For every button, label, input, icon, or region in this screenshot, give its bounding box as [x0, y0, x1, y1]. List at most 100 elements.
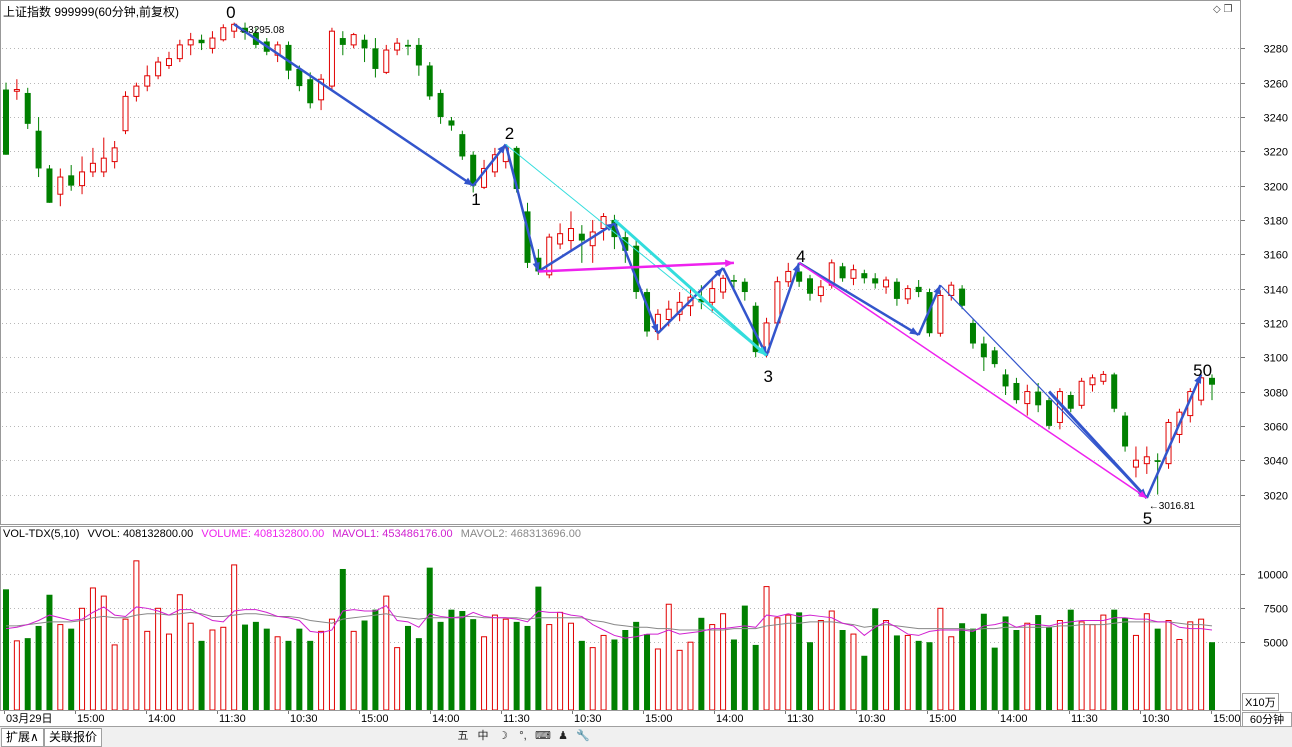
wave-line: [504, 144, 540, 272]
time-tick-label: 03月29日: [6, 713, 52, 725]
volume-bar: [839, 630, 846, 710]
user-icon[interactable]: ♟: [558, 730, 568, 742]
volume-bar: [1165, 620, 1172, 711]
keyboard-icon[interactable]: ⌨: [535, 730, 551, 742]
wave-line: [721, 267, 768, 357]
candle-body: [1078, 380, 1085, 406]
volume-series: [3, 560, 1215, 711]
window-controls[interactable]: ◇ ❐: [1213, 4, 1232, 15]
candle-body: [785, 270, 792, 283]
degree-icon[interactable]: °,: [519, 730, 527, 742]
volume-bar: [904, 634, 911, 711]
volume-bar: [1132, 634, 1139, 711]
volume-bar: [589, 647, 596, 711]
candle-body: [850, 269, 857, 279]
candle-body: [893, 281, 900, 299]
volume-bar: [252, 621, 259, 710]
price-tick-label: 3240: [1264, 113, 1288, 125]
volume-bar: [155, 607, 162, 711]
wave-arrowhead: [497, 144, 506, 154]
wave-arrowhead: [605, 223, 615, 232]
candle-body: [187, 39, 194, 46]
time-tick-label: 15:00: [1213, 713, 1241, 725]
volume-bar: [437, 621, 444, 710]
candle-body: [578, 233, 585, 241]
wave-arrowhead: [714, 268, 724, 277]
volume-bar: [524, 625, 531, 710]
candle-body: [1154, 460, 1161, 462]
candle-body: [1035, 391, 1042, 406]
volume-bar: [1100, 614, 1107, 711]
candle-body: [470, 154, 477, 186]
candle-body: [980, 343, 987, 358]
volume-bar: [578, 640, 585, 710]
volume-bar: [861, 655, 868, 710]
volume-bar: [785, 614, 792, 711]
candle-body: [339, 38, 346, 45]
restore-icon[interactable]: ❐: [1223, 4, 1233, 15]
volume-bar: [3, 589, 9, 710]
candle-body: [1046, 400, 1053, 426]
volume-bar: [850, 633, 857, 711]
candle-body: [57, 176, 64, 195]
volume-bar: [491, 614, 498, 711]
candle-body: [394, 42, 401, 51]
candle-body: [437, 92, 444, 117]
candle-body: [285, 44, 292, 71]
volume-bar: [46, 594, 53, 710]
toolbar-icon-middle[interactable]: 中: [477, 730, 489, 742]
candle-body: [1198, 377, 1205, 401]
volume-bar: [600, 634, 607, 711]
volume-bar: [567, 622, 574, 711]
candle-body: [644, 292, 651, 332]
wrench-icon[interactable]: 🔧: [576, 730, 590, 742]
volume-bar: [752, 644, 759, 710]
volume-bar: [405, 625, 411, 710]
volume-bar: [176, 594, 183, 711]
related-quotes-tab[interactable]: 关联报价: [44, 728, 103, 747]
volume-bar: [448, 609, 455, 710]
candle-body: [741, 281, 748, 293]
price-tick-label: 3100: [1264, 353, 1288, 365]
wave-line: [1047, 390, 1148, 499]
time-tick-label: 15:00: [77, 713, 105, 725]
wave-arrowhead: [933, 285, 941, 295]
price-tick-label: 3280: [1264, 44, 1288, 56]
wave-arrowhead: [532, 262, 540, 272]
volume-bar: [383, 595, 390, 711]
volume-bar: [1035, 615, 1042, 710]
volume-bar: [948, 636, 955, 711]
candle-body: [176, 44, 183, 60]
wave-label: 0: [226, 3, 235, 22]
candle-body: [991, 350, 998, 365]
time-tick-label: 14:00: [148, 713, 176, 725]
volume-bar: [535, 586, 542, 710]
volume-bar: [13, 640, 20, 711]
volume-bar: [817, 620, 824, 711]
volume-bar: [915, 640, 922, 710]
candle-body: [959, 288, 966, 306]
candle-body: [274, 44, 281, 56]
volume-bar: [198, 640, 205, 710]
moon-icon[interactable]: ☽: [498, 730, 508, 742]
time-tick-label: 10:30: [574, 713, 602, 725]
toolbar-icon-five[interactable]: 五: [457, 730, 469, 742]
volume-bar: [741, 605, 748, 710]
volume-bar: [1024, 622, 1031, 711]
candle-body: [144, 75, 151, 87]
time-tick-label: 11:30: [1071, 713, 1098, 725]
time-tick-label: 11:30: [219, 713, 246, 725]
low-price-label: ←3016.81: [1149, 501, 1196, 512]
wave-line: [657, 267, 724, 335]
volume-bar: [730, 639, 737, 710]
mavol2-value: MAVOL2: 468313696.00: [460, 528, 581, 540]
period-selector[interactable]: 60分钟: [1242, 712, 1292, 728]
volume-bar: [698, 617, 705, 710]
diamond-icon[interactable]: ◇: [1213, 4, 1221, 15]
expand-tab[interactable]: 扩展∧: [1, 728, 44, 747]
candle-body: [969, 322, 976, 344]
volume-bar: [969, 628, 976, 710]
time-tick-label: 15:00: [361, 713, 389, 725]
volume-bar: [350, 630, 357, 711]
